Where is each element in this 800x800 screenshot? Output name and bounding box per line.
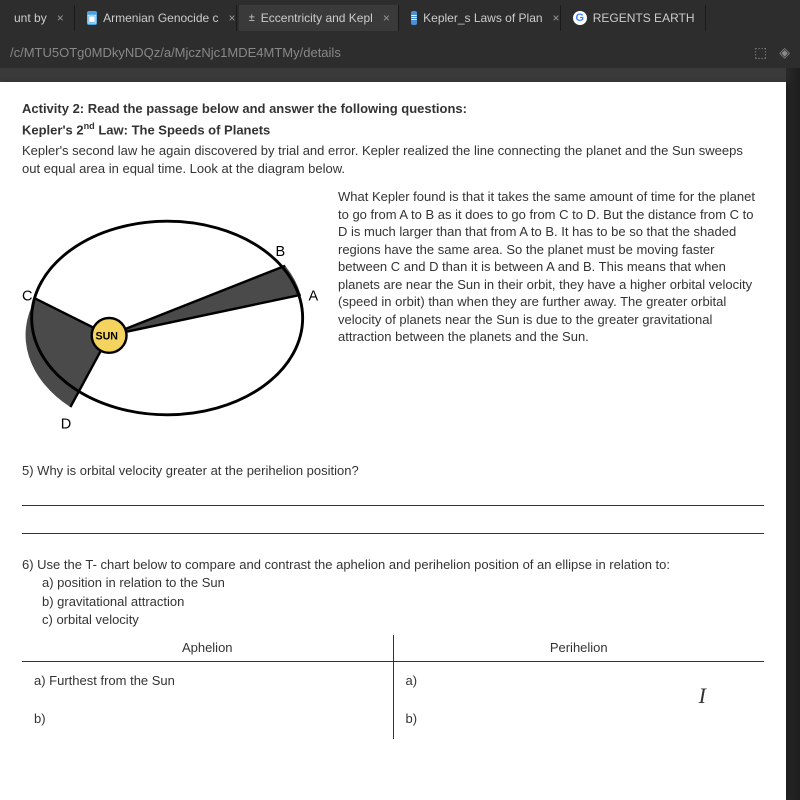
t-chart-aphelion-col: Aphelion a) Furthest from the Sun b) [22,635,394,739]
url-bar: /c/MTU5OTg0MDkyNDQz/a/MjczNjc1MDE4MTMy/d… [0,36,800,68]
close-icon[interactable]: × [57,11,64,25]
svg-text:D: D [61,416,71,432]
diagram-row: SUN A B C D What Kepler found is that it… [22,188,764,448]
content-viewport: Activity 2: Read the passage below and a… [0,68,800,800]
law-heading: Kepler's 2nd Law: The Speeds of Planets [22,120,764,140]
tab-1[interactable]: unt by × [4,5,75,31]
tab-2[interactable]: ▣ Armenian Genocide c × [77,5,237,31]
q6-intro: 6) Use the T- chart below to compare and… [22,556,764,574]
explanation-text: What Kepler found is that it takes the s… [338,188,764,448]
q6-sub-a: a) position in relation to the Sun [42,574,764,592]
t-chart-cell: b) [394,700,765,738]
tab-icon: ≡ [411,11,417,25]
answer-blank-line[interactable] [22,512,764,534]
close-icon[interactable]: × [383,11,390,25]
svg-text:B: B [276,244,286,260]
q6-sub-c: c) orbital velocity [42,611,764,629]
q6-sub-b: b) gravitational attraction [42,593,764,611]
tab-5[interactable]: G REGENTS EARTH [563,5,706,31]
intro-paragraph: Kepler's second law he again discovered … [22,142,764,178]
close-icon[interactable]: × [553,11,560,25]
activity-heading: Activity 2: Read the passage below and a… [22,100,764,118]
extension-icon[interactable]: ⬚ [754,44,767,61]
url-bar-icons: ⬚ ◈ [754,44,790,61]
tab-4[interactable]: ≡ Kepler_s Laws of Plan × [401,5,561,31]
t-chart-header-right: Perihelion [394,635,765,662]
extension-icon-2[interactable]: ◈ [779,44,790,61]
tab-label: Kepler_s Laws of Plan [423,11,542,25]
svg-text:SUN: SUN [96,330,118,342]
t-chart-perihelion-col: Perihelion a) b) [394,635,765,739]
answer-blank-line[interactable] [22,484,764,506]
t-chart: Aphelion a) Furthest from the Sun b) Per… [22,635,764,739]
url-text: /c/MTU5OTg0MDkyNDQz/a/MjczNjc1MDE4MTMy/d… [10,45,341,60]
tab-label: Eccentricity and Kepl [261,11,373,25]
tab-label: unt by [14,11,47,25]
tab-icon: ± [249,11,255,25]
svg-text:A: A [308,289,318,305]
tab-icon: G [573,11,587,25]
tab-label: Armenian Genocide c [103,11,218,25]
t-chart-cell: a) Furthest from the Sun [22,662,393,700]
close-icon[interactable]: × [229,11,236,25]
orbit-diagram: SUN A B C D [22,188,322,448]
browser-tab-strip: unt by × ▣ Armenian Genocide c × ± Eccen… [0,0,800,36]
text-cursor-icon: I [699,681,706,712]
t-chart-header-left: Aphelion [22,635,393,662]
page-edge-shadow [786,68,800,800]
document-page: Activity 2: Read the passage below and a… [0,82,786,800]
question-5: 5) Why is orbital velocity greater at th… [22,462,764,480]
svg-text:C: C [22,289,32,305]
tab-label: REGENTS EARTH [593,11,695,25]
t-chart-cell: b) [22,700,393,738]
question-6: 6) Use the T- chart below to compare and… [22,556,764,629]
tab-3[interactable]: ± Eccentricity and Kepl × [239,5,399,31]
t-chart-cell: a) [394,662,765,700]
tab-icon: ▣ [87,11,97,25]
